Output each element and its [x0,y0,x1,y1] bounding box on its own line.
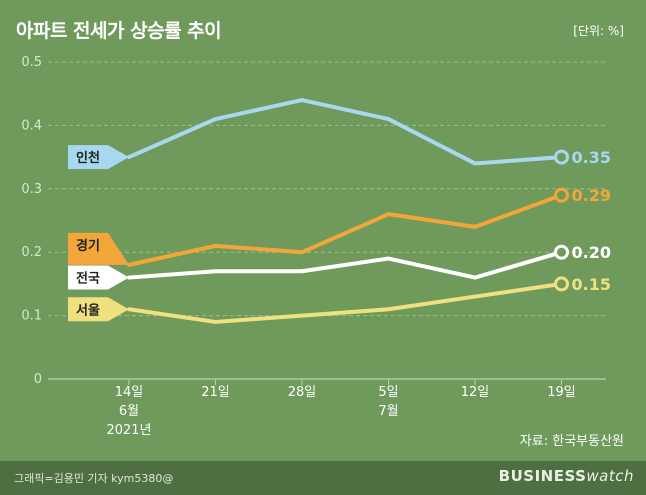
y-tick-label: 0.5 [21,55,42,70]
series-line [127,193,564,267]
series-end-marker [554,187,569,203]
series-end-marker [554,276,569,292]
series-line [127,250,564,280]
x-tick-label: 7월 [378,404,398,419]
series-name-tag [68,297,129,322]
series-name-tag [68,265,129,290]
y-tick-label: 0.3 [21,182,42,197]
series-name-label: 전국 [76,271,100,287]
series-line [127,281,564,324]
series-line [127,98,564,166]
series-name-label: 경기 [76,238,100,254]
y-tick-label: 0 [34,372,42,387]
y-tick-label: 0.2 [21,245,42,260]
line-chart: 0 0.1 0.2 0.3 0.4 0.5 14일 6월 2021년 21일 28일 5일 7월 12일 1… [21,55,611,438]
series-name-label: 인천 [76,150,100,166]
series-end-value: 0.20 [572,243,611,262]
series-end-value: 0.35 [572,148,611,167]
x-tick-label: 5일 [378,385,398,400]
x-tick-label: 21일 [201,385,230,400]
x-tick-label: 2021년 [106,423,151,438]
y-tick-label: 0.4 [21,118,42,133]
brand-logo: BUSINESSwatch [499,467,634,485]
series-end-value: 0.15 [572,275,611,294]
x-tick-label: 14일 [115,385,144,400]
brand-bold: BUSINESS [498,467,587,485]
footer-bar: 그래픽=김용민 기자 kym5380@ BUSINESSwatch [0,461,646,495]
x-tick-label: 19일 [547,385,576,400]
chart-title: 아파트 전세가 상승률 추이 [16,20,222,42]
x-tick-label: 6월 [119,404,139,419]
series-end-value: 0.29 [572,186,611,205]
series-name-tag [68,232,129,265]
source-note: 자료: 한국부동산원 [519,434,624,449]
series-name-tag [68,145,129,170]
unit-label: [단위: %] [573,24,624,38]
x-tick-label: 12일 [461,385,490,400]
brand-light: watch [586,467,634,485]
x-tick-label: 28일 [288,385,317,400]
graphic-credit: 그래픽=김용민 기자 kym5380@ [14,472,174,485]
series-end-marker [554,244,569,260]
y-tick-label: 0.1 [21,309,42,324]
series-name-label: 서울 [76,302,100,318]
series-end-marker [554,149,569,165]
